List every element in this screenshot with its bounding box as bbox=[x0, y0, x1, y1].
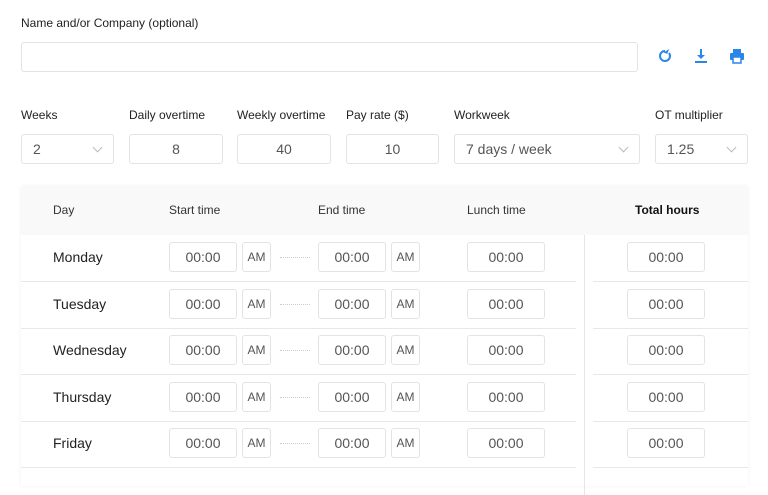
end-time-input[interactable]: 00:00 bbox=[318, 381, 386, 412]
day-name: Tuesday bbox=[53, 295, 107, 312]
total-hours-field: 00:00 bbox=[627, 381, 705, 412]
end-ampm-toggle[interactable]: AM bbox=[391, 335, 420, 365]
row-divider bbox=[593, 281, 748, 282]
total-hours-field: 00:00 bbox=[627, 242, 705, 272]
row-divider bbox=[593, 374, 748, 375]
end-ampm-toggle[interactable]: AM bbox=[391, 288, 420, 319]
timesheet-table: Day Start time End time Lunch time Total… bbox=[21, 186, 748, 495]
row-divider bbox=[21, 327, 576, 329]
dotted-connector bbox=[280, 396, 310, 398]
day-name: Thursday bbox=[53, 388, 112, 405]
dotted-connector bbox=[280, 257, 310, 258]
pay-rate-input[interactable]: 10 bbox=[346, 134, 439, 164]
end-ampm-toggle[interactable]: AM bbox=[391, 428, 420, 458]
pay-rate-label: Pay rate ($) bbox=[346, 108, 409, 122]
row-divider bbox=[21, 420, 576, 422]
chevron-down-icon bbox=[618, 142, 629, 153]
refresh-icon[interactable] bbox=[657, 48, 673, 64]
ot-multiplier-label: OT multiplier bbox=[655, 108, 723, 122]
row-divider bbox=[21, 281, 576, 282]
daily-overtime-label: Daily overtime bbox=[129, 108, 206, 122]
lunch-time-input[interactable]: 00:00 bbox=[467, 288, 545, 319]
daily-overtime-input[interactable]: 8 bbox=[129, 134, 223, 164]
workweek-value: 7 days / week bbox=[466, 141, 552, 157]
lunch-time-input[interactable]: 00:00 bbox=[467, 335, 545, 365]
chevron-down-icon bbox=[92, 142, 103, 153]
workweek-label: Workweek bbox=[454, 108, 510, 122]
start-ampm-toggle[interactable]: AM bbox=[242, 381, 271, 412]
print-icon[interactable] bbox=[729, 48, 745, 64]
end-time-input[interactable]: 00:00 bbox=[318, 288, 386, 319]
column-divider bbox=[584, 235, 585, 495]
header-total-hours: Total hours bbox=[635, 203, 700, 217]
total-hours-field: 00:00 bbox=[627, 288, 705, 319]
chevron-down-icon bbox=[726, 142, 737, 153]
start-ampm-toggle[interactable]: AM bbox=[242, 288, 271, 319]
day-name: Friday bbox=[53, 435, 92, 451]
ot-multiplier-value: 1.25 bbox=[667, 141, 695, 157]
ot-multiplier-select[interactable]: 1.25 bbox=[655, 134, 748, 164]
row-divider bbox=[21, 374, 576, 375]
name-company-input[interactable] bbox=[21, 42, 638, 72]
weeks-label: Weeks bbox=[21, 108, 58, 122]
row-divider bbox=[593, 327, 748, 329]
lunch-time-input[interactable]: 00:00 bbox=[467, 242, 545, 272]
start-time-input[interactable]: 00:00 bbox=[169, 335, 237, 365]
start-time-input[interactable]: 00:00 bbox=[169, 428, 237, 458]
lunch-time-input[interactable]: 00:00 bbox=[467, 428, 545, 458]
workweek-select[interactable]: 7 days / week bbox=[454, 134, 640, 164]
start-ampm-toggle[interactable]: AM bbox=[242, 428, 271, 458]
table-row: Monday 00:00 AM 00:00 AM 00:00 00:00 bbox=[21, 235, 748, 282]
start-time-input[interactable]: 00:00 bbox=[169, 381, 237, 412]
table-row: Tuesday 00:00 AM 00:00 AM 00:00 00:00 bbox=[21, 282, 748, 329]
end-ampm-toggle[interactable]: AM bbox=[391, 242, 420, 272]
total-hours-field: 00:00 bbox=[627, 335, 705, 365]
table-row: Wednesday 00:00 AM 00:00 AM 00:00 00:00 bbox=[21, 328, 748, 375]
row-divider bbox=[21, 467, 576, 468]
dotted-connector bbox=[280, 443, 310, 444]
name-field-label: Name and/or Company (optional) bbox=[21, 16, 199, 30]
header-start-time: Start time bbox=[169, 203, 221, 217]
end-time-input[interactable]: 00:00 bbox=[318, 428, 386, 458]
weekly-overtime-label: Weekly overtime bbox=[237, 108, 326, 122]
start-time-input[interactable]: 00:00 bbox=[169, 288, 237, 319]
total-hours-field: 00:00 bbox=[627, 428, 705, 458]
start-ampm-toggle[interactable]: AM bbox=[242, 335, 271, 365]
day-name: Wednesday bbox=[53, 342, 127, 358]
dotted-connector bbox=[280, 350, 310, 351]
header-lunch-time: Lunch time bbox=[467, 203, 526, 217]
table-header: Day Start time End time Lunch time Total… bbox=[21, 186, 748, 235]
table-row: Thursday 00:00 AM 00:00 AM 00:00 00:00 bbox=[21, 375, 748, 422]
lunch-time-input[interactable]: 00:00 bbox=[467, 381, 545, 412]
start-ampm-toggle[interactable]: AM bbox=[242, 242, 271, 272]
table-row: Friday 00:00 AM 00:00 AM 00:00 00:00 bbox=[21, 421, 748, 468]
header-end-time: End time bbox=[318, 203, 366, 217]
row-divider bbox=[593, 467, 748, 468]
download-icon[interactable] bbox=[693, 48, 709, 64]
weeks-value: 2 bbox=[33, 141, 41, 157]
end-ampm-toggle[interactable]: AM bbox=[391, 381, 420, 412]
day-name: Monday bbox=[53, 249, 103, 265]
weeks-select[interactable]: 2 bbox=[21, 134, 114, 164]
end-time-input[interactable]: 00:00 bbox=[318, 242, 386, 272]
start-time-input[interactable]: 00:00 bbox=[169, 242, 237, 272]
header-day: Day bbox=[53, 203, 75, 217]
weekly-overtime-input[interactable]: 40 bbox=[237, 134, 331, 164]
row-divider bbox=[593, 420, 748, 422]
dotted-connector bbox=[280, 303, 310, 305]
end-time-input[interactable]: 00:00 bbox=[318, 335, 386, 365]
